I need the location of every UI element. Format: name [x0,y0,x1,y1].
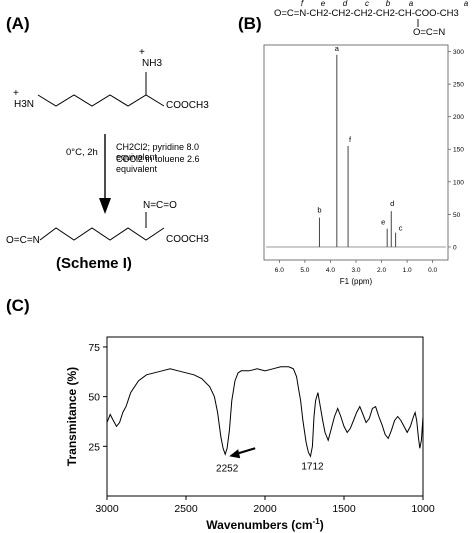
x-tick-label-3000: 3000 [95,503,119,515]
bottom-isocyanate-top: N=C=O [143,200,177,211]
position-letter-e: e [321,0,326,8]
position-letter-f: f [301,0,304,8]
y-tick-label-250: 250 [453,82,464,89]
position-letter-a2: a [464,0,469,8]
nmr-chart: f e d c b a a 0 50 100 150 200 250 300 6.0 5.0 4.0 3.0 2.0… [263,0,469,286]
scheme-drawing [37,72,165,241]
top-molecule-chain [37,94,165,107]
bottom-molecule-chain [39,227,165,241]
reaction-reagent: COCl2 in toluene 2.6 equivalent [116,154,200,174]
nmr-peak-label-b: b [317,206,321,215]
y-tick-label-150: 150 [453,147,464,154]
annotation-arrow-head [229,449,241,459]
y-tick-label-100: 100 [453,179,464,186]
bottom-ester-label: COOCH3 [166,234,209,245]
plot-frame [106,336,424,497]
annotation-1712: 1712 [301,461,324,472]
y-tick-label-50: 50 [453,212,461,219]
panel-c-label: (C) [6,296,30,315]
ir-spectrum-line [106,366,424,458]
y-tick-label-25: 25 [88,441,100,453]
panel-b: (B) O=C=N-CH2-CH2-CH2-CH2-CH-COO-CH3 O=C… [232,0,474,290]
top-ester-label: COOCH3 [166,100,209,111]
y-tick-label-50: 50 [88,392,100,404]
left-amine-label: H3N [14,99,35,110]
scheme-label: (Scheme I) [56,255,132,272]
nmr-peak-label-c: c [399,224,403,233]
reaction-arrow-head [99,198,111,214]
top-amine-label: NH3 [142,58,163,69]
x-tick-label-2500: 2500 [174,503,198,515]
bottom-isocyanate-left: O=C=N [6,235,40,246]
y-tick-label-200: 200 [453,114,464,121]
x-axis-label: F1 (ppm) [340,277,373,286]
nmr-peak-label-a: a [335,44,340,53]
x-tick-label-2: 2.0 [377,267,386,274]
position-letter-b: b [386,0,391,8]
left-amine-plus: + [13,88,19,99]
panel-c: (C) 25 50 75 3000 2500 2000 1500 1000 Wavenumber… [0,290,474,533]
position-letter-c: c [365,0,369,8]
x-tick-label-1500: 1500 [332,503,356,515]
panel-a: (A) + NH3 + H3N COOCH3 0°C, 2h CH2Cl2; p… [0,0,232,290]
panel-b-label: (B) [238,14,262,33]
reaction-solvent: CH2Cl2; pyridine 8.0 equivalent [116,142,200,162]
nmr-peak-label-f: f [349,135,352,144]
panel-a-label: (A) [6,14,30,33]
plot-frame [263,44,449,261]
position-letter-a: a [409,0,414,8]
top-amine-plus: + [139,47,145,58]
x-axis-label: Wavenumbers (cm-1) [206,517,323,532]
annotation-2252: 2252 [216,463,239,474]
x-tick-label-1000: 1000 [411,503,435,515]
structure-branch: O=C=N [413,27,446,38]
reaction-temp-time: 0°C, 2h [66,147,98,158]
x-tick-label-2000: 2000 [253,503,277,515]
position-letter-d: d [343,0,348,8]
ir-chart: 25 50 75 3000 2500 2000 1500 1000 Wavenumbers (c… [65,336,435,532]
y-tick-label-300: 300 [453,49,464,56]
x-tick-label-6: 6.0 [275,267,284,274]
nmr-peak-label-e: e [381,218,385,227]
y-tick-label-75: 75 [88,342,100,354]
structure-formula: O=C=N-CH2-CH2-CH2-CH2-CH-COO-CH3 [274,8,459,19]
y-tick-label-0: 0 [453,244,457,251]
x-tick-label-5: 5.0 [300,267,309,274]
x-tick-label-3: 3.0 [351,267,360,274]
x-tick-label-0: 0.0 [428,267,437,274]
x-tick-label-1: 1.0 [403,267,412,274]
nmr-peak-label-d: d [390,199,394,208]
y-axis-label: Transmitance (%) [65,367,79,466]
x-tick-label-4: 4.0 [326,267,335,274]
